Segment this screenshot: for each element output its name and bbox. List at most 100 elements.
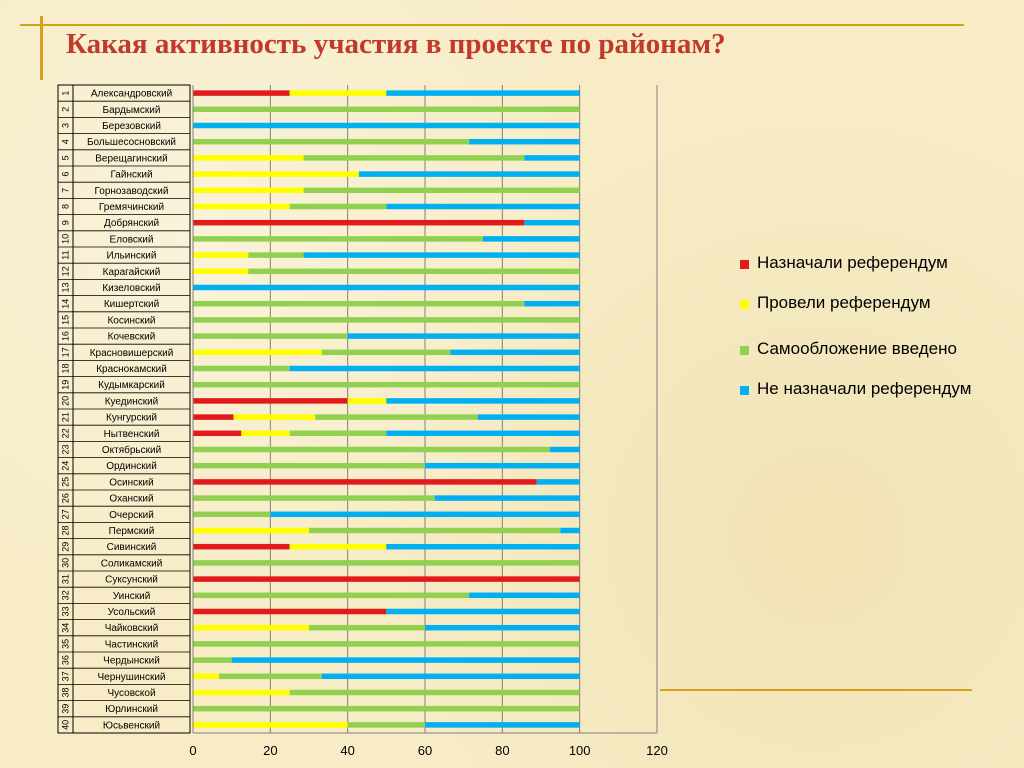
- row-number: 29: [61, 542, 71, 552]
- bar-22-series-3: [289, 430, 387, 437]
- bar-14-series-4: [524, 300, 580, 307]
- row-number: 9: [61, 220, 71, 225]
- category-label: Чусовской: [107, 688, 155, 699]
- row-number: 14: [61, 299, 71, 309]
- category-label: Кудымкарский: [98, 380, 165, 391]
- category-label: Нытвенский: [104, 429, 160, 440]
- row-number: 38: [61, 687, 71, 697]
- legend-label-yellow: Провели референдум: [757, 293, 931, 312]
- row-number: 34: [61, 623, 71, 633]
- category-label: Частинский: [105, 639, 158, 650]
- category-label: Сивинский: [107, 542, 157, 553]
- bar-36-series-4: [231, 657, 580, 663]
- bar-23-series-3: [193, 446, 550, 453]
- bar-18-series-4: [289, 365, 580, 372]
- category-label: Александровский: [91, 89, 172, 100]
- bar-20-series-1: [193, 398, 348, 404]
- legend-label-blue: Не назначали референдум: [757, 379, 972, 398]
- legend-swatch-yellow: [740, 300, 749, 309]
- bar-17-series-4: [450, 349, 580, 356]
- bar-7-series-2: [193, 187, 304, 194]
- bar-29-series-2: [289, 543, 387, 550]
- row-number: 8: [61, 204, 71, 209]
- row-number: 5: [61, 155, 71, 160]
- category-label: Кишертский: [104, 299, 159, 310]
- category-label: Очерский: [109, 510, 154, 521]
- bar-21-series-2: [233, 414, 316, 420]
- bar-23-series-4: [549, 446, 580, 453]
- row-number: 27: [61, 509, 71, 519]
- row-number: 7: [61, 188, 71, 193]
- bar-36-series-3: [193, 657, 232, 663]
- row-number: 32: [61, 590, 71, 600]
- row-number: 24: [61, 461, 71, 471]
- category-label: Суксунский: [105, 575, 158, 586]
- bar-34-series-4: [425, 624, 580, 631]
- bar-1-series-4: [386, 90, 580, 96]
- bar-29-series-1: [193, 543, 290, 550]
- bar-14-series-3: [193, 300, 525, 307]
- deco-bottom-line: [660, 689, 972, 691]
- row-number: 15: [61, 315, 71, 325]
- bar-27-series-3: [193, 511, 271, 518]
- row-number: 39: [61, 704, 71, 714]
- x-tick-label: 100: [569, 743, 591, 758]
- bar-10-series-4: [483, 236, 580, 242]
- category-label: Октябрьский: [102, 444, 161, 456]
- category-label: Горнозаводский: [95, 186, 169, 197]
- bar-16-series-4: [347, 333, 580, 339]
- row-number: 17: [61, 347, 71, 357]
- row-number: 11: [61, 250, 71, 259]
- row-number: 16: [61, 331, 71, 341]
- bar-28-series-2: [193, 527, 309, 534]
- category-label: Уинский: [113, 591, 151, 602]
- bar-24-series-3: [193, 462, 425, 469]
- deco-top-line: [20, 24, 964, 26]
- row-number: 28: [61, 525, 71, 535]
- row-number: 35: [61, 639, 71, 649]
- x-tick-label: 80: [495, 743, 509, 758]
- category-label: Соликамский: [101, 558, 163, 569]
- bar-20-series-2: [347, 398, 387, 404]
- bar-1-series-2: [289, 90, 387, 96]
- category-label: Бардымский: [103, 105, 161, 116]
- row-number: 21: [61, 412, 71, 422]
- category-label: Красновишерский: [90, 348, 174, 359]
- category-label: Куединский: [105, 396, 159, 407]
- bar-6-series-2: [193, 171, 359, 177]
- legend-item-blue: Не назначали референдум: [740, 378, 980, 400]
- legend-item-red: Назначали референдум: [740, 252, 980, 274]
- row-number: 31: [61, 574, 71, 584]
- bar-33-series-4: [386, 608, 580, 615]
- category-label: Чернушинский: [98, 672, 166, 683]
- category-label: Краснокамский: [96, 364, 167, 375]
- bar-33-series-1: [193, 608, 387, 615]
- bar-32-series-4: [469, 592, 580, 599]
- bar-37-series-2: [193, 673, 219, 680]
- bar-2-series-3: [193, 106, 580, 113]
- bar-40-series-4: [425, 722, 580, 728]
- legend-swatch-green: [740, 346, 749, 355]
- bar-18-series-3: [193, 365, 290, 372]
- bar-4-series-3: [193, 138, 470, 145]
- bar-22-series-4: [386, 430, 580, 437]
- bar-27-series-4: [270, 511, 580, 518]
- bar-40-series-3: [347, 722, 425, 728]
- bar-3-series-4: [193, 122, 580, 129]
- x-tick-label: 60: [418, 743, 432, 758]
- bar-25-series-1: [193, 479, 537, 485]
- bar-39-series-3: [193, 705, 580, 712]
- bar-11-series-2: [193, 252, 249, 258]
- row-number: 26: [61, 493, 71, 503]
- bar-9-series-1: [193, 219, 525, 226]
- bar-30-series-3: [193, 560, 580, 566]
- bar-5-series-3: [303, 155, 525, 161]
- category-label: Юрлинский: [105, 704, 158, 715]
- bar-35-series-3: [193, 641, 580, 647]
- row-number: 13: [61, 282, 71, 292]
- row-number: 20: [61, 396, 71, 406]
- category-label: Березовский: [102, 121, 161, 132]
- x-tick-label: 40: [340, 743, 354, 758]
- row-number: 23: [61, 444, 71, 454]
